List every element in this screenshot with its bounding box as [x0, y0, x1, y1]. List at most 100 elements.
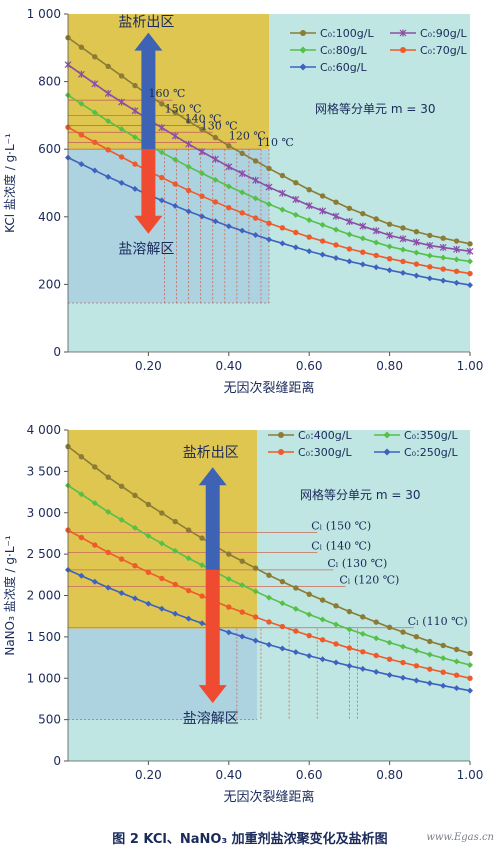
- series-point: [118, 483, 125, 489]
- series-point: [77, 70, 85, 78]
- series-point: [440, 669, 446, 675]
- series-point: [426, 242, 434, 250]
- grid-note: 网格等分单元 m = 30: [315, 101, 435, 116]
- series-point: [386, 256, 393, 262]
- series-point: [453, 256, 460, 263]
- series-point: [279, 623, 286, 630]
- x-tick-label: 0.60: [296, 768, 323, 782]
- series-point: [92, 139, 98, 146]
- y-axis-label: KCl 盐浓度 / g·L⁻¹: [2, 133, 17, 233]
- series-point: [266, 572, 272, 578]
- series-point: [292, 195, 300, 203]
- series-point: [159, 174, 165, 181]
- series-point: [426, 275, 433, 282]
- series-point: [359, 630, 366, 637]
- legend-label: C₀:100g/L: [320, 27, 374, 40]
- series-point: [400, 269, 406, 276]
- x-tick-label: 0.60: [296, 359, 323, 373]
- series-point: [185, 140, 193, 148]
- series-point: [453, 238, 460, 244]
- series-point: [427, 638, 433, 645]
- series-point: [279, 225, 286, 231]
- y-tick-label: 1 000: [27, 671, 61, 685]
- series-point: [427, 232, 433, 239]
- series-point: [359, 261, 366, 268]
- y-tick-label: 500: [38, 713, 61, 727]
- legend-label: C₀:350g/L: [404, 429, 458, 442]
- series-point: [172, 518, 178, 525]
- series-point: [413, 647, 420, 654]
- series-point: [453, 646, 460, 653]
- series-point: [118, 516, 125, 523]
- series-point: [185, 208, 192, 215]
- series-point: [346, 626, 353, 633]
- series-point: [239, 150, 245, 157]
- series-point: [386, 243, 393, 250]
- series-point: [78, 534, 85, 541]
- series-point: [238, 170, 246, 178]
- series-point: [373, 619, 379, 625]
- series-point: [333, 242, 339, 248]
- threshold-label: Cₗ (120 ℃): [339, 573, 399, 586]
- series-point: [319, 251, 326, 258]
- threshold-label: Cₗ (110 ℃): [408, 615, 468, 628]
- series-point: [199, 620, 205, 627]
- series-point: [292, 211, 299, 218]
- arrow-down-icon: [198, 569, 227, 704]
- x-tick-label: 0.40: [215, 768, 242, 782]
- series-point: [239, 558, 245, 564]
- legend-label: C₀:80g/L: [320, 44, 367, 57]
- series-point: [118, 126, 125, 133]
- threshold-label: 160 ℃: [149, 87, 186, 100]
- watermark: www.Egas.cn: [426, 832, 494, 843]
- series-point: [279, 645, 286, 652]
- series-point: [345, 218, 353, 226]
- series-point: [293, 628, 299, 634]
- series-point: [158, 149, 165, 156]
- series-point: [132, 595, 138, 602]
- series-point: [346, 205, 353, 212]
- series-point: [467, 241, 473, 247]
- y-tick-label: 2 000: [27, 589, 61, 603]
- series-point: [400, 225, 406, 231]
- series-point: [413, 663, 420, 669]
- series-point: [386, 656, 393, 662]
- series-point: [171, 132, 179, 140]
- series-point: [118, 590, 125, 597]
- series-point: [199, 535, 205, 541]
- series-point: [386, 221, 393, 227]
- series-point: [266, 165, 272, 172]
- y-tick-label: 400: [38, 210, 61, 224]
- series-point: [400, 659, 406, 666]
- series-point: [78, 572, 85, 579]
- series-point: [172, 109, 178, 116]
- series-point: [440, 682, 447, 689]
- legend-label: C₀:300g/L: [298, 446, 352, 459]
- series-point: [78, 44, 85, 50]
- series-point: [292, 649, 299, 656]
- series-point: [386, 671, 393, 678]
- series-point: [333, 199, 339, 205]
- series-point: [346, 645, 353, 651]
- threshold-label: 130 ℃: [201, 119, 238, 132]
- series-point: [279, 600, 286, 607]
- series-point: [225, 163, 233, 171]
- arrow-up-icon: [134, 32, 163, 150]
- series-point: [92, 542, 98, 548]
- legend-marker: [400, 47, 406, 53]
- x-tick-label: 0.20: [135, 359, 162, 373]
- series-point: [212, 218, 219, 225]
- series-point: [91, 578, 98, 585]
- threshold-label: 120 ℃: [229, 129, 266, 142]
- series-point: [198, 148, 206, 156]
- series-point: [413, 634, 420, 640]
- series-point: [319, 656, 326, 663]
- series-point: [226, 143, 232, 149]
- series-point: [386, 231, 394, 239]
- series-point: [373, 239, 380, 246]
- series-point: [319, 221, 326, 228]
- x-tick-label: 1.00: [457, 359, 484, 373]
- series-point: [373, 264, 380, 271]
- dissolve-region: [68, 149, 269, 303]
